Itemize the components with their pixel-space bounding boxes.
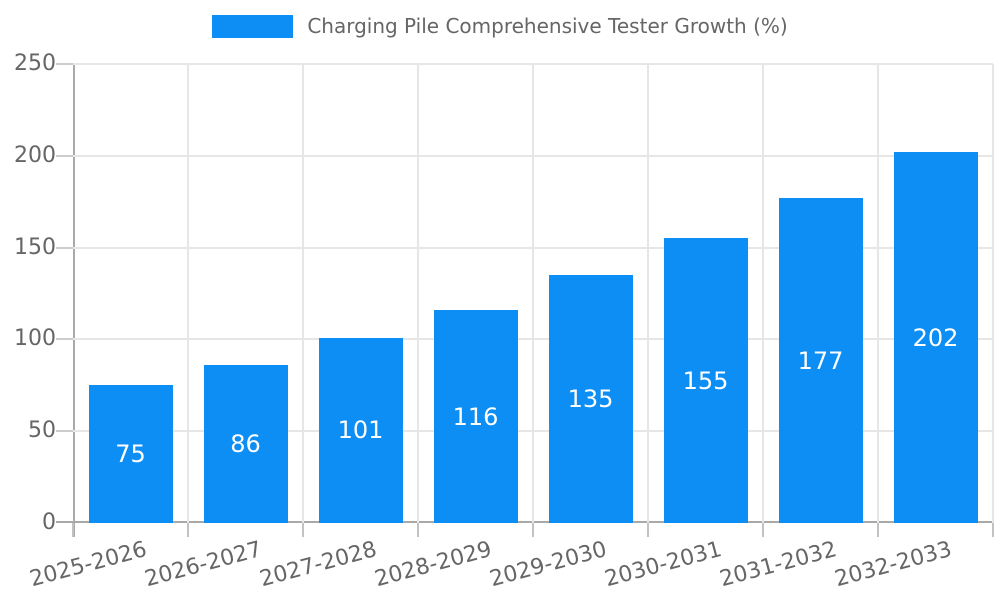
bar[interactable]	[88, 385, 173, 523]
v-gridline	[647, 64, 649, 523]
bar-value-label: 202	[912, 323, 959, 352]
v-gridline	[877, 64, 879, 523]
x-tick	[877, 523, 879, 537]
legend[interactable]: Charging Pile Comprehensive Tester Growt…	[0, 14, 1000, 38]
plot-area: 75 86 101 116 135 155 177 202	[56, 63, 994, 537]
v-gridline	[532, 64, 534, 523]
y-axis-line	[73, 64, 75, 537]
x-tick	[187, 523, 189, 537]
x-tick	[532, 523, 534, 537]
y-axis-tick-label: 0	[42, 510, 56, 535]
bar[interactable]	[893, 152, 978, 523]
bar[interactable]	[778, 198, 863, 523]
y-tick	[56, 63, 73, 65]
bar-value-label: 155	[682, 366, 729, 395]
y-tick	[56, 154, 73, 157]
bar[interactable]	[433, 310, 518, 523]
y-axis-tick-label: 250	[14, 51, 56, 76]
bar-value-label: 75	[115, 440, 146, 469]
y-axis-tick-label: 200	[14, 142, 56, 168]
bar[interactable]	[663, 238, 748, 523]
bar-value-label: 135	[567, 385, 614, 414]
bar-value-label: 86	[230, 430, 261, 459]
y-tick	[56, 430, 73, 433]
legend-swatch	[212, 14, 294, 38]
x-tick	[647, 523, 649, 537]
y-axis-tick-label: 150	[14, 234, 56, 260]
legend-label: Charging Pile Comprehensive Tester Growt…	[307, 14, 788, 38]
v-gridline	[762, 64, 764, 523]
y-axis-tick-label: 100	[14, 326, 56, 352]
bar-value-label: 101	[337, 416, 384, 445]
y-tick	[56, 246, 73, 249]
x-axis-line	[56, 521, 993, 523]
x-tick	[762, 523, 764, 537]
x-tick	[417, 523, 419, 537]
bar[interactable]	[548, 275, 633, 523]
y-axis-tick-label: 50	[28, 418, 56, 444]
v-gridline	[992, 64, 994, 523]
x-tick	[992, 523, 994, 537]
bar[interactable]	[203, 365, 288, 523]
v-gridline	[187, 64, 189, 523]
bar[interactable]	[318, 337, 403, 523]
y-tick	[56, 338, 73, 341]
bar-value-label: 116	[452, 402, 499, 431]
v-gridline	[302, 64, 304, 523]
x-tick	[302, 523, 304, 537]
x-tick	[72, 523, 74, 537]
v-gridline	[417, 64, 419, 523]
bar-value-label: 177	[797, 346, 844, 375]
